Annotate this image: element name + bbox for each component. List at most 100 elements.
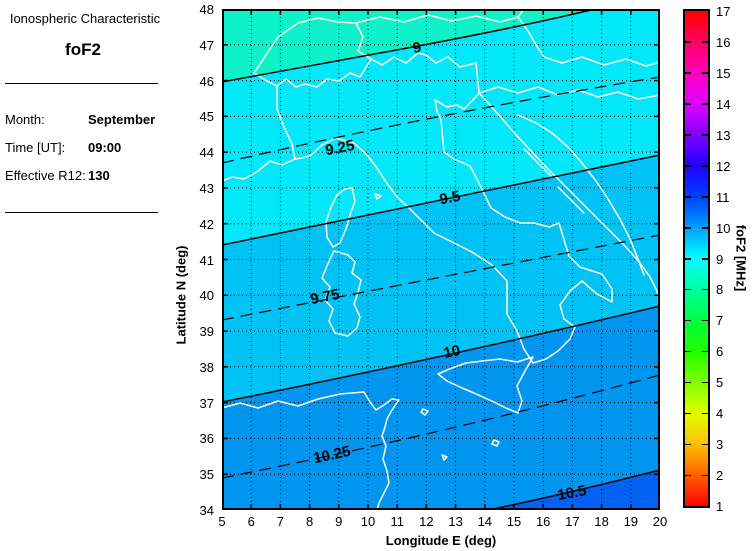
- colorbar-tick-label: 2: [716, 468, 724, 484]
- contour-map: [221, 8, 661, 511]
- x-tick-label: 19: [623, 514, 639, 529]
- x-tick-label: 11: [390, 514, 404, 529]
- y-tick-label: 39: [199, 324, 214, 340]
- x-tick-label: 12: [419, 514, 434, 529]
- colorbar-tick-label: 13: [716, 127, 731, 143]
- colorbar-tick-label: 16: [716, 34, 731, 50]
- colorbar-tick: [685, 350, 691, 353]
- colorbar-tick-label: 17: [716, 4, 731, 19]
- month-label: Month:: [5, 112, 45, 127]
- x-axis-title: Longitude E (deg): [385, 533, 497, 548]
- colorbar-tick: [702, 196, 708, 198]
- colorbar-tick: [702, 319, 708, 322]
- colorbar-tick: [702, 72, 708, 74]
- colorbar-tick-label: 8: [716, 282, 724, 298]
- x-tick-label: 17: [565, 514, 580, 529]
- colorbar-tick-label: 1: [716, 499, 724, 514]
- r12-value: 130: [88, 168, 110, 183]
- bosnia-border: [517, 114, 645, 276]
- x-tick-label: 13: [448, 514, 463, 529]
- y-tick-label: 42: [199, 216, 214, 232]
- y-tick-label: 44: [199, 145, 214, 161]
- colorbar-tick: [685, 258, 691, 260]
- colorbar-tick: [685, 474, 691, 477]
- colorbar-tick-label: 6: [716, 344, 724, 360]
- colorbar-tick: [685, 288, 691, 291]
- x-tick-label: 18: [594, 514, 609, 529]
- time-label: Time [UT]:: [5, 140, 66, 155]
- colorbar-tick-label: 12: [716, 158, 731, 174]
- colorbar-tick: [702, 288, 708, 291]
- colorbar-tick: [702, 258, 708, 260]
- y-tick-label: 43: [199, 180, 214, 196]
- colorbar-tick: [702, 381, 708, 384]
- italy-outline: [276, 52, 613, 364]
- x-tick-label: 8: [305, 514, 314, 529]
- x-tick-label: 10: [360, 514, 376, 529]
- austria-hungary-border: [517, 16, 661, 67]
- y-tick-label: 35: [199, 467, 214, 483]
- north-africa-coast: [221, 391, 400, 511]
- x-tick-label: 14: [477, 514, 493, 529]
- colorbar-tick: [685, 319, 691, 322]
- time-value: 09:00: [88, 140, 122, 155]
- colorbar-tick-label: 11: [716, 189, 730, 205]
- colorbar-tick: [685, 412, 691, 415]
- colorbar-tick-label: 3: [716, 437, 724, 453]
- sicily-outline: [437, 356, 534, 414]
- colorbar-tick-label: 14: [716, 96, 731, 112]
- y-tick-label: 40: [199, 288, 214, 304]
- panel-title: Ionospheric Characteristic: [9, 11, 161, 26]
- colorbar-tick: [685, 227, 691, 229]
- corsica-outline: [325, 187, 356, 248]
- characteristic-name: foF2: [65, 40, 101, 59]
- colorbar-tick: [702, 227, 708, 229]
- plot-border: [222, 9, 660, 510]
- colorbar-tick: [685, 41, 691, 43]
- colorbar-title: foF2 [MHz]: [733, 224, 749, 292]
- colorbar-tick-label: 7: [716, 313, 724, 329]
- colorbar-tick: [702, 474, 708, 477]
- colorbar-tick: [702, 134, 708, 136]
- colorbar-tick: [685, 103, 691, 105]
- contour-lines: [221, 8, 661, 511]
- colorbar-tick: [685, 134, 691, 136]
- y-tick-label: 45: [199, 109, 214, 125]
- x-tick-label: 9: [335, 514, 343, 529]
- x-tick-label: 5: [218, 514, 226, 529]
- dalmatian-islands: [523, 148, 585, 214]
- x-tick-label: 15: [506, 514, 522, 529]
- colorbar-tick: [702, 350, 708, 353]
- colorbar-tick: [702, 443, 708, 446]
- y-tick-label: 41: [199, 252, 214, 268]
- sardinia-outline: [321, 250, 362, 337]
- colorbar-tick-label: 4: [716, 406, 724, 422]
- colorbar-tick: [685, 443, 691, 446]
- small-islands: [374, 193, 500, 461]
- colorbar-tick: [702, 103, 708, 105]
- colorbar-tick: [702, 41, 708, 43]
- colorbar-tick-label: 5: [716, 375, 724, 391]
- east-adriatic-coast: [478, 92, 661, 302]
- y-axis-title: Latitude N (deg): [173, 245, 189, 345]
- r12-label: Effective R12:: [5, 168, 86, 183]
- colorbar-tick-label: 15: [716, 65, 731, 81]
- y-tick-label: 48: [199, 2, 214, 17]
- colorbar-tick: [702, 165, 708, 167]
- x-tick-label: 16: [535, 514, 551, 529]
- colorbar-tick: [685, 381, 691, 384]
- colorbar-tick: [685, 72, 691, 74]
- colorbar: [683, 9, 710, 508]
- plot-area: [221, 8, 661, 511]
- colorbar-tick: [685, 196, 691, 198]
- x-tick-label: 6: [247, 514, 255, 529]
- riviera-coast: [221, 158, 296, 182]
- colorbar-tick-label: 10: [716, 220, 731, 236]
- panel-divider-bottom: [5, 212, 158, 213]
- y-tick-label: 36: [199, 431, 214, 447]
- x-tick-label: 20: [652, 514, 668, 529]
- colorbar-tick: [702, 412, 708, 415]
- alps-north-border: [355, 8, 525, 24]
- panel-divider-top: [5, 83, 158, 84]
